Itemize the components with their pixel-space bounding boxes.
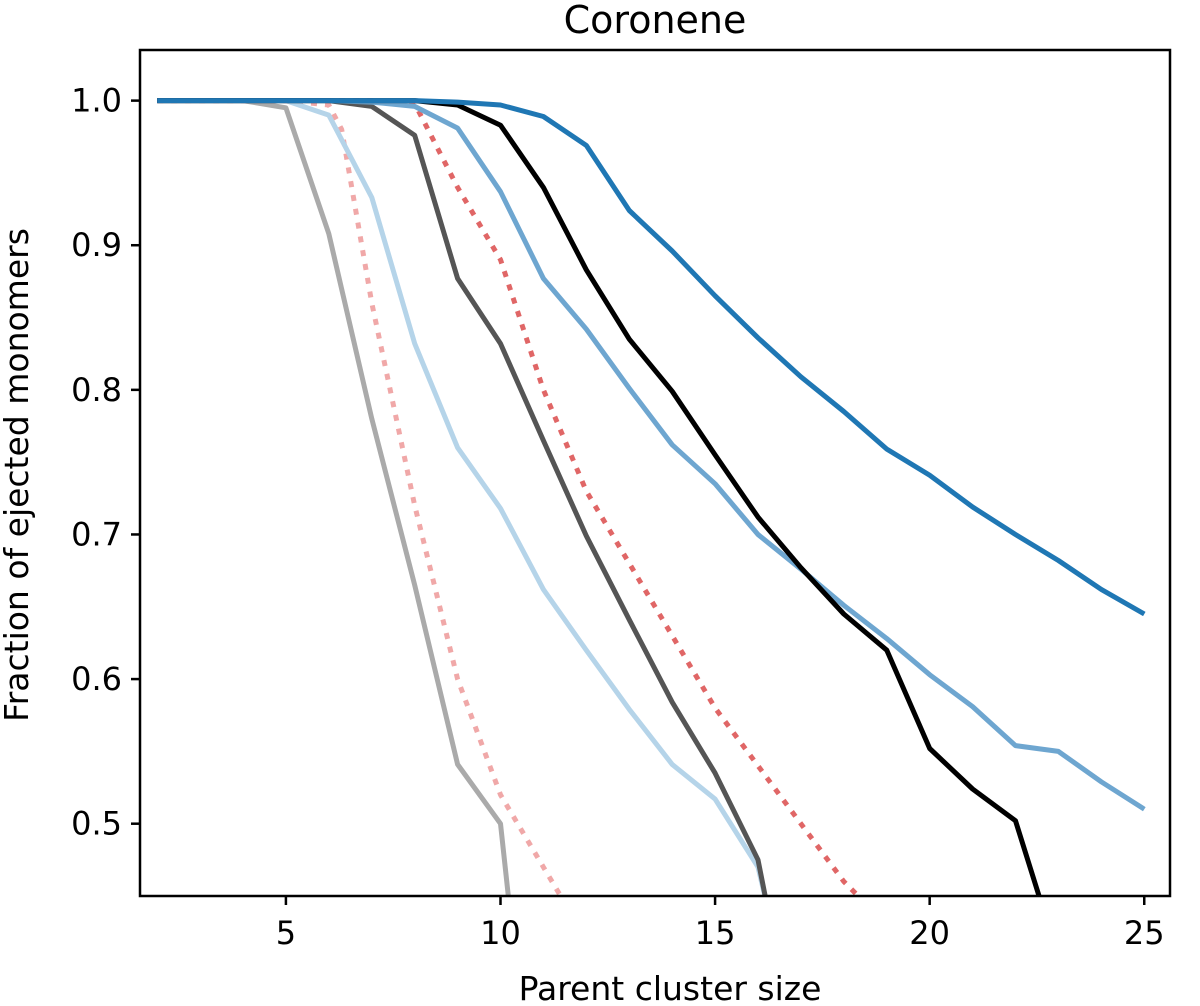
y-tick-label: 0.8 <box>71 371 122 409</box>
y-axis: 0.5 0.6 0.7 0.8 0.9 1.0 <box>71 82 140 843</box>
series-line-light-blue <box>157 98 768 896</box>
y-tick-label: 0.6 <box>71 660 122 698</box>
y-axis-label: Fraction of ejected monomers <box>0 228 36 722</box>
plot-frame <box>138 48 1172 898</box>
series-line-dark-gray <box>157 98 768 896</box>
x-axis: 5 10 15 20 25 <box>276 896 1165 952</box>
x-tick-label: 25 <box>1124 914 1165 952</box>
series-line-gray <box>157 98 511 896</box>
y-tick-label: 0.7 <box>71 515 122 553</box>
x-tick-label: 15 <box>695 914 736 952</box>
x-axis-label: Parent cluster size <box>519 969 822 1006</box>
series-line-light-red-dotted <box>157 98 564 896</box>
x-tick-label: 10 <box>480 914 521 952</box>
series-line-red-dotted <box>157 98 862 896</box>
series-line-black <box>157 98 1042 896</box>
y-tick-label: 1.0 <box>71 82 122 120</box>
chart-title: Coronene <box>564 0 747 42</box>
y-tick-label: 0.5 <box>71 805 122 843</box>
y-tick-label: 0.9 <box>71 226 122 264</box>
series-layer <box>157 98 1146 896</box>
x-tick-label: 5 <box>276 914 296 952</box>
series-line-medium-blue <box>157 98 1146 812</box>
x-tick-label: 20 <box>909 914 950 952</box>
series-line-dark-blue <box>157 98 1146 617</box>
